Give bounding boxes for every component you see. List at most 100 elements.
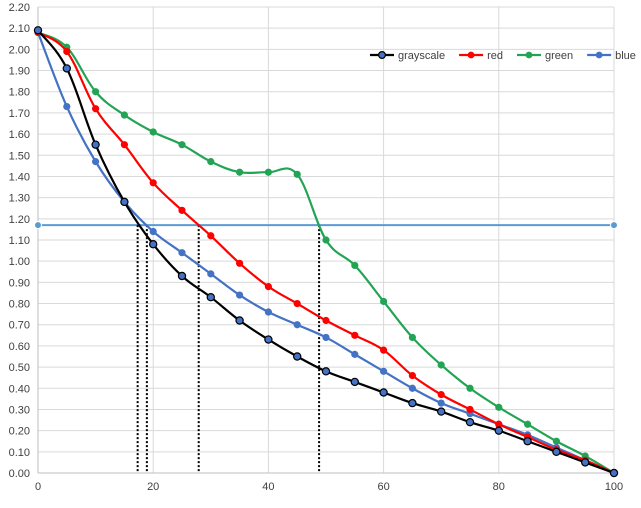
series-line-grayscale (37, 29, 615, 475)
data-point-green (264, 168, 272, 176)
data-point-grayscale (523, 437, 532, 446)
y-tick-label: 0.50 (9, 362, 30, 374)
data-point-grayscale (437, 407, 446, 416)
y-tick-label: 0.20 (9, 426, 30, 438)
x-tick-label: 60 (377, 481, 389, 493)
data-point-blue (379, 367, 388, 375)
data-point-green (293, 170, 301, 178)
x-tick-label: 20 (147, 481, 159, 493)
data-point-green (408, 333, 416, 342)
data-point-grayscale (206, 292, 215, 302)
y-tick-label: 1.00 (9, 256, 30, 268)
y-tick-label: 1.40 (9, 171, 30, 183)
data-point-green (322, 236, 330, 244)
data-point-green (495, 403, 503, 411)
data-point-blue (322, 333, 330, 342)
data-point-red (178, 206, 186, 214)
data-point-red (236, 259, 244, 267)
data-point-red (322, 316, 330, 325)
y-tick-label: 0.40 (9, 383, 30, 395)
legend-marker-grayscale (378, 50, 387, 59)
data-point-green (178, 141, 186, 149)
data-point-red (466, 405, 474, 414)
y-tick-label: 2.00 (9, 44, 30, 56)
y-tick-label: 1.70 (9, 108, 30, 120)
y-tick-label: 2.20 (9, 2, 30, 14)
data-point-green (92, 88, 100, 96)
data-point-red (351, 331, 359, 339)
data-point-blue (178, 249, 186, 257)
data-point-grayscale (465, 417, 475, 427)
x-tick-label: 80 (493, 481, 505, 493)
data-point-blue (207, 270, 215, 278)
y-tick-label: 0.80 (9, 299, 30, 311)
y-tick-label: 1.20 (9, 214, 30, 226)
y-tick-label: 0.90 (9, 277, 30, 289)
data-point-green (236, 168, 244, 176)
legend-label-red: red (487, 50, 503, 62)
data-point-grayscale (148, 240, 158, 249)
data-point-green (207, 158, 215, 166)
data-point-blue (149, 227, 157, 236)
legend-item-grayscale: grayscale (370, 50, 445, 62)
data-point-green (552, 437, 561, 445)
y-tick-label: 0.00 (9, 468, 30, 480)
legend-label-green: green (545, 50, 573, 62)
legend-marker-blue (595, 51, 603, 59)
data-point-grayscale (177, 271, 187, 281)
legend-item-blue: blue (587, 50, 636, 62)
data-point-blue (264, 308, 272, 316)
data-point-grayscale (293, 352, 302, 361)
legend-item-red: red (459, 50, 503, 62)
data-point-green (351, 261, 359, 270)
data-point-grayscale (62, 64, 72, 73)
data-point-grayscale (120, 197, 129, 207)
data-point-red (120, 141, 129, 149)
data-point-blue (437, 399, 445, 407)
data-point-green (379, 297, 388, 306)
y-tick-label: 1.90 (9, 66, 30, 78)
data-point-red (63, 47, 71, 56)
data-point-grayscale (552, 447, 561, 457)
data-point-red (408, 371, 416, 380)
data-point-red (379, 346, 388, 354)
data-point-green (466, 384, 474, 392)
data-point-grayscale (264, 335, 273, 344)
data-point-red (149, 179, 157, 187)
legend-item-green: green (516, 50, 573, 62)
data-point-green (120, 111, 129, 119)
data-point-grayscale (33, 26, 43, 35)
data-point-red (293, 299, 301, 308)
data-point-red (437, 391, 445, 399)
data-point-grayscale (609, 468, 619, 478)
data-point-grayscale (350, 377, 359, 387)
data-point-grayscale (321, 367, 331, 376)
y-tick-label: 0.10 (9, 447, 30, 459)
threshold-marker (610, 221, 618, 230)
data-point-blue (63, 102, 71, 111)
data-point-green (149, 128, 157, 136)
y-tick-label: 1.50 (9, 150, 30, 162)
series-lines (33, 26, 619, 478)
y-tick-label: 0.60 (9, 341, 30, 353)
data-point-grayscale (91, 140, 100, 149)
data-point-grayscale (235, 316, 244, 325)
data-point-red (264, 282, 272, 291)
data-point-blue (92, 158, 100, 166)
data-point-blue (408, 384, 416, 392)
data-point-blue (293, 321, 301, 329)
axes (37, 7, 614, 474)
data-point-green (523, 420, 532, 428)
data-point-red (207, 232, 215, 240)
drop-lines (136, 225, 321, 473)
y-tick-label: 0.30 (9, 404, 30, 416)
x-tick-label: 100 (605, 481, 623, 493)
y-tick-label: 1.10 (9, 235, 30, 247)
series-green (34, 28, 618, 477)
threshold-marker (34, 221, 42, 230)
data-point-grayscale (379, 388, 388, 397)
x-tick-label: 0 (35, 481, 41, 493)
series-line-red (37, 31, 615, 475)
legend-label-blue: blue (615, 50, 636, 62)
